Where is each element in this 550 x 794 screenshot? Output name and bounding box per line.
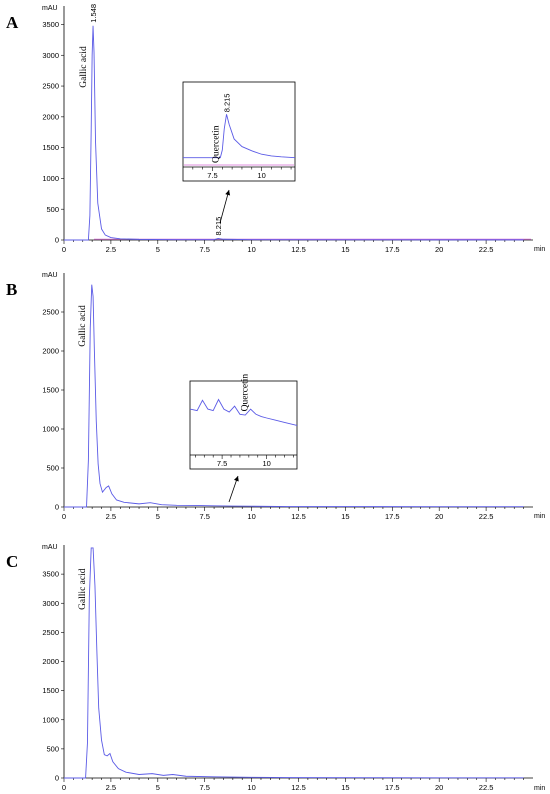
inset-x-tick-label: 7.5 xyxy=(217,459,227,468)
arrow-head xyxy=(225,190,231,196)
x-tick-label: 12.5 xyxy=(291,512,306,521)
chromatogram-trace xyxy=(64,547,524,779)
x-tick-label: 7.5 xyxy=(199,783,209,792)
y-tick-label: 1500 xyxy=(42,686,59,695)
x-tick-label: 5 xyxy=(156,783,160,792)
y-unit-label: mAU xyxy=(42,272,58,279)
x-tick-label: 0 xyxy=(62,245,66,254)
y-tick-label: 3000 xyxy=(42,51,59,60)
x-tick-label: 12.5 xyxy=(291,245,306,254)
x-tick-label: 5 xyxy=(156,512,160,521)
x-tick-label: 17.5 xyxy=(385,245,400,254)
y-unit-label: mAU xyxy=(42,5,58,12)
y-tick-label: 3500 xyxy=(42,20,59,29)
x-tick-label: 10 xyxy=(247,245,255,254)
x-tick-label: 20 xyxy=(435,512,443,521)
y-tick-label: 2500 xyxy=(42,308,59,317)
y-tick-label: 0 xyxy=(55,236,59,245)
retention-time-label: 8.215 xyxy=(214,217,223,236)
x-unit-label: min xyxy=(534,246,545,253)
chromatogram-panel-a: A mAU min 0 500 1000 1500 2000 2500 3000 3500 0 2… xyxy=(6,4,545,254)
y-tick-label: 2000 xyxy=(42,347,59,356)
x-tick-label: 5 xyxy=(156,245,160,254)
arrow-line xyxy=(219,189,230,224)
x-tick-label: 15 xyxy=(341,783,349,792)
inset-x-tick-label: 10 xyxy=(257,171,265,180)
x-tick-label: 2.5 xyxy=(106,512,116,521)
peak-name-label: Gallic acid xyxy=(79,46,89,88)
y-tick-label: 2000 xyxy=(42,112,59,121)
y-tick-label: 2500 xyxy=(42,628,59,637)
x-tick-label: 7.5 xyxy=(199,512,209,521)
x-tick-label: 2.5 xyxy=(106,245,116,254)
inset-retention-time-label: 8.215 xyxy=(223,94,232,113)
inset-trace xyxy=(189,398,298,426)
x-tick-label: 22.5 xyxy=(479,783,494,792)
y-tick-label: 500 xyxy=(46,205,59,214)
x-unit-label: min xyxy=(534,513,545,520)
y-tick-label: 0 xyxy=(55,503,59,512)
x-tick-label: 0 xyxy=(62,783,66,792)
x-tick-label: 20 xyxy=(435,245,443,254)
peak-name-label: Gallic acid xyxy=(78,305,88,347)
chromatogram-trace xyxy=(64,284,524,508)
inset-peak-name-label: Quercetin xyxy=(241,374,251,412)
y-tick-label: 3500 xyxy=(42,570,59,579)
x-tick-label: 17.5 xyxy=(385,783,400,792)
y-tick-label: 500 xyxy=(46,464,59,473)
inset-frame xyxy=(182,81,296,182)
panel-letter-a: A xyxy=(6,13,19,32)
y-tick-label: 2500 xyxy=(42,82,59,91)
x-tick-label: 20 xyxy=(435,783,443,792)
panel-letter-b: B xyxy=(6,280,17,299)
x-tick-label: 0 xyxy=(62,512,66,521)
y-tick-label: 1000 xyxy=(42,174,59,183)
inset-peak-name-label: Quercetin xyxy=(212,125,222,163)
y-tick-label: 1000 xyxy=(42,425,59,434)
chromatogram-trace xyxy=(64,25,524,241)
y-tick-label: 0 xyxy=(55,774,59,783)
y-tick-label: 1500 xyxy=(42,386,59,395)
chromatogram-panel-c: C mAU min 0 500 1000 1500 2000 2500 3000 3500 0 2… xyxy=(6,544,545,792)
inset-x-tick-label: 10 xyxy=(263,459,271,468)
x-tick-label: 10 xyxy=(247,783,255,792)
x-tick-label: 7.5 xyxy=(199,245,209,254)
chromatogram-panel-b: B mAU min 0 500 1000 1500 2000 2500 0 2.5 5 7.5 10… xyxy=(6,272,545,521)
x-tick-label: 17.5 xyxy=(385,512,400,521)
arrow-head xyxy=(234,476,239,482)
y-tick-label: 2000 xyxy=(42,657,59,666)
x-tick-label: 10 xyxy=(247,512,255,521)
x-unit-label: min xyxy=(534,785,545,792)
panel-letter-c: C xyxy=(6,552,18,571)
x-tick-label: 15 xyxy=(341,245,349,254)
y-tick-label: 1000 xyxy=(42,715,59,724)
y-tick-label: 3000 xyxy=(42,599,59,608)
x-tick-label: 22.5 xyxy=(479,245,494,254)
y-tick-label: 1500 xyxy=(42,143,59,152)
y-unit-label: mAU xyxy=(42,544,58,551)
x-tick-label: 12.5 xyxy=(291,783,306,792)
x-tick-label: 15 xyxy=(341,512,349,521)
inset-x-tick-label: 7.5 xyxy=(207,171,217,180)
x-tick-label: 22.5 xyxy=(479,512,494,521)
zoom-inset: 7.5 10 Quercetin 8.215 xyxy=(182,81,296,182)
y-tick-label: 500 xyxy=(46,744,59,753)
inset-trace xyxy=(183,114,296,159)
peak-name-label: Gallic acid xyxy=(78,568,88,610)
x-tick-label: 2.5 xyxy=(106,783,116,792)
retention-time-label: 1.548 xyxy=(89,4,98,23)
zoom-inset: 7.5 10 Quercetin xyxy=(189,374,298,470)
